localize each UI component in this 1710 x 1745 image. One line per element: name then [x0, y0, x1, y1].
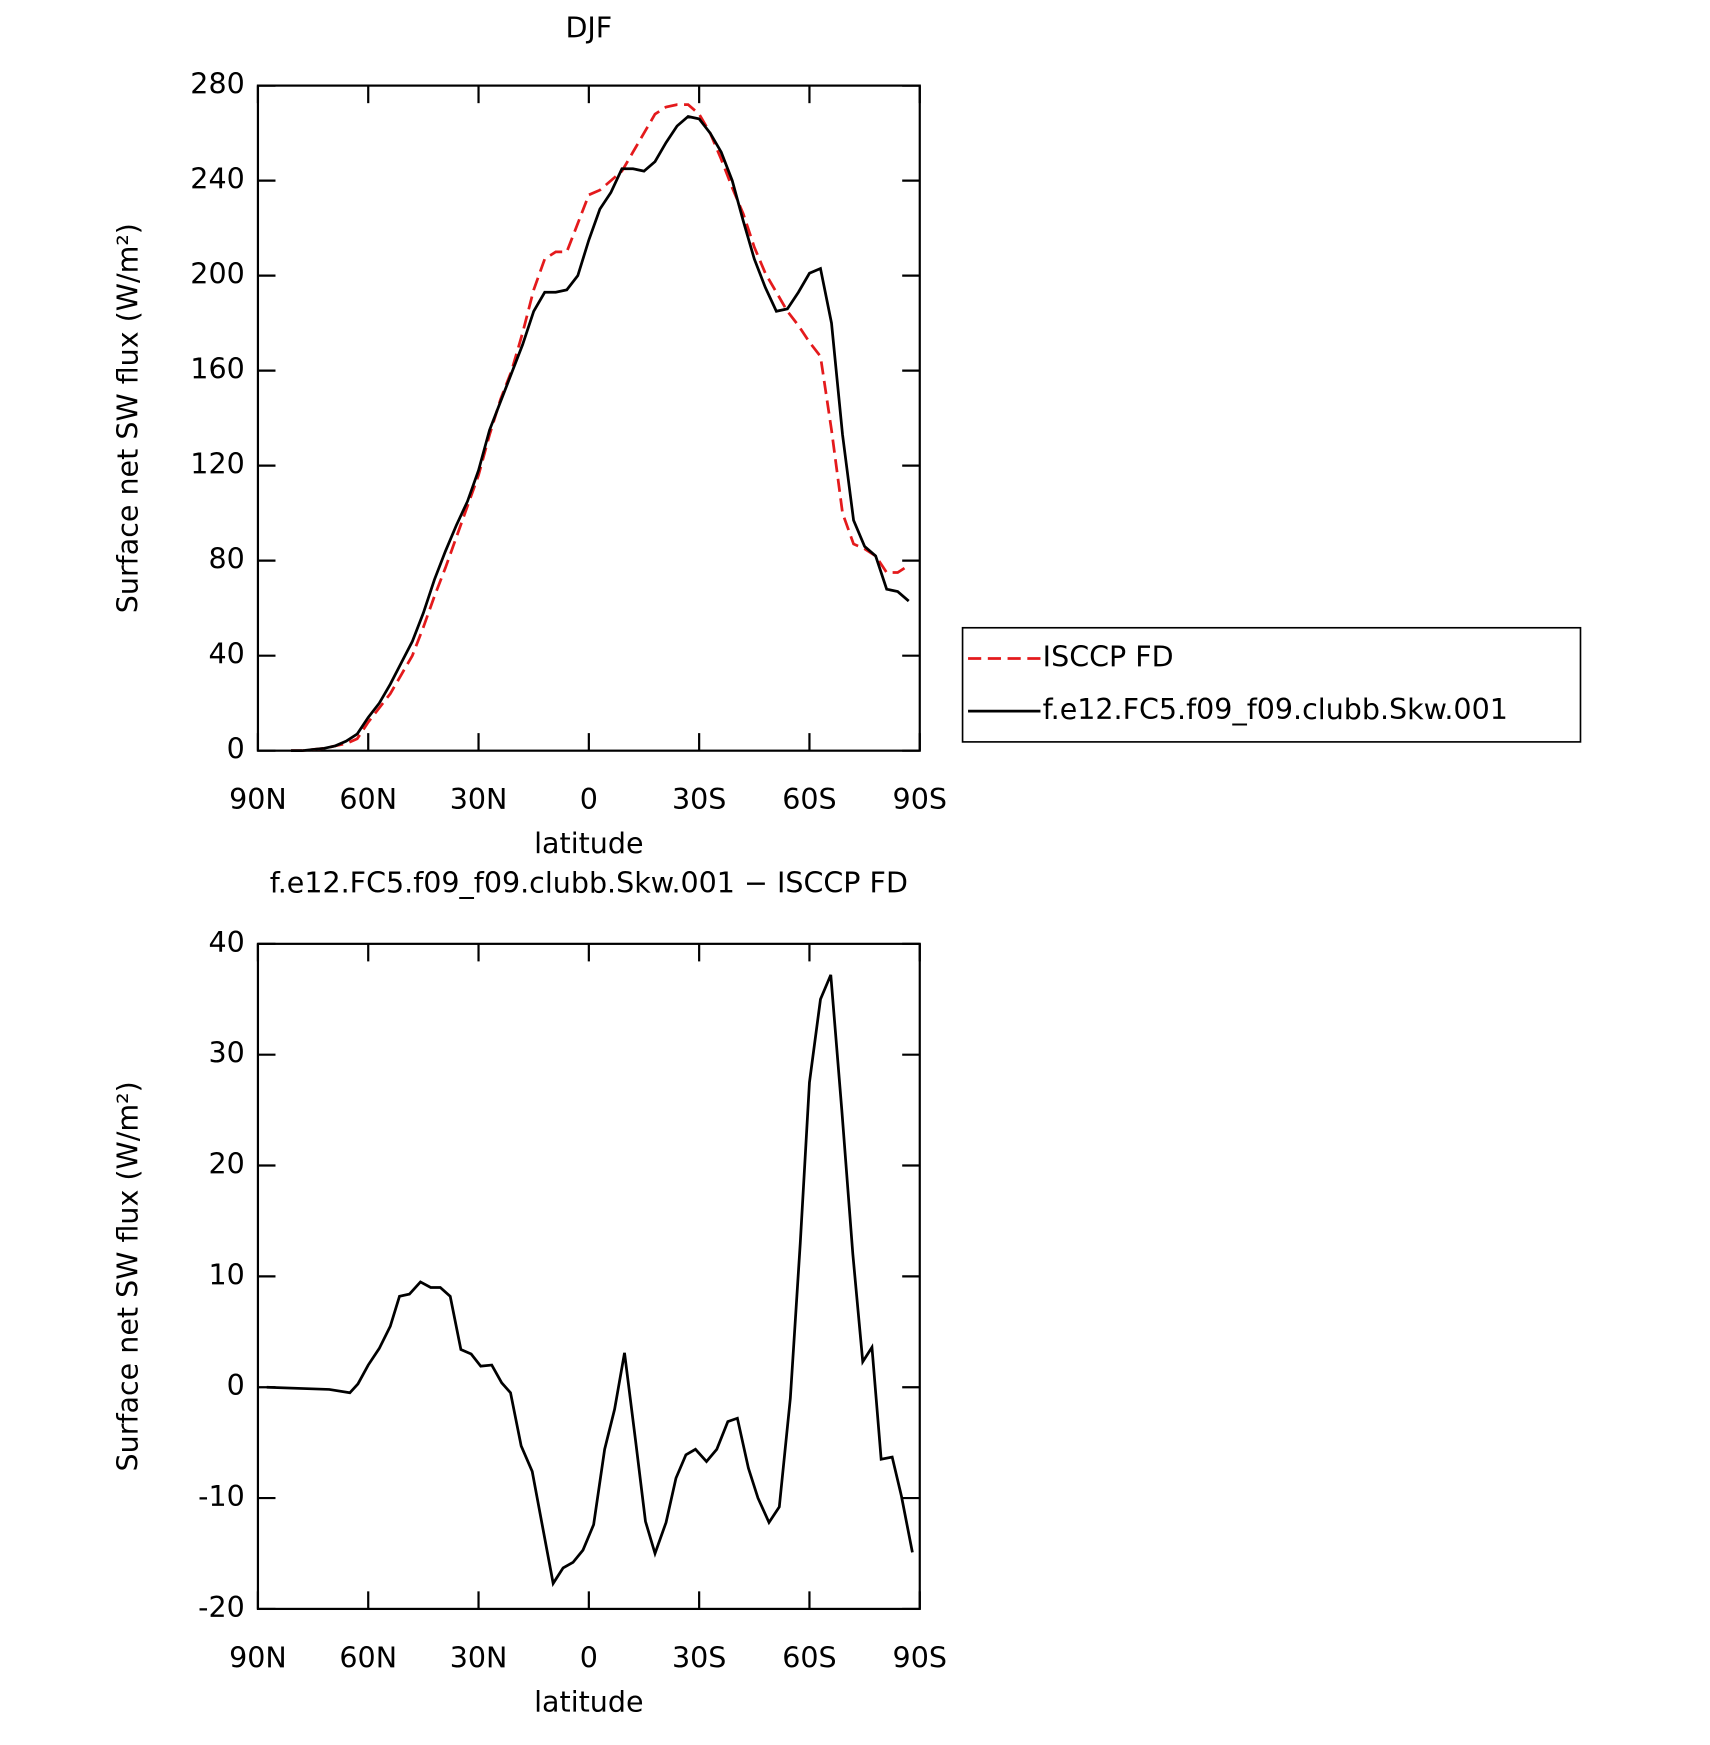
series-line	[291, 115, 910, 753]
x-tick-label: 30N	[450, 1641, 508, 1674]
y-tick-label: 20	[208, 1148, 244, 1181]
y-tick-label: -20	[198, 1591, 245, 1624]
x-axis-label: latitude	[534, 827, 643, 860]
series-line	[266, 974, 914, 1588]
x-tick-label: 30S	[672, 783, 726, 816]
x-tick-label: 0	[580, 783, 598, 816]
y-tick-label: 240	[190, 163, 244, 196]
y-tick-label: 0	[227, 1369, 245, 1402]
chart-title: DJF	[565, 12, 612, 45]
y-tick-label: 30	[208, 1037, 244, 1070]
legend-label: f.e12.FC5.f09_f09.clubb.Skw.001	[1043, 693, 1508, 726]
x-tick-label: 60S	[782, 783, 836, 816]
y-tick-label: 280	[190, 68, 244, 101]
series-line	[291, 103, 910, 753]
y-tick-label: 160	[190, 353, 244, 386]
legend-box	[961, 626, 1582, 743]
legend-label: ISCCP FD	[1043, 640, 1174, 673]
x-tick-label: 0	[580, 1641, 598, 1674]
plot-frame	[256, 942, 921, 1611]
x-tick-label: 60N	[339, 1641, 397, 1674]
y-tick-label: 40	[208, 926, 244, 959]
plot-frame	[256, 84, 921, 752]
x-tick-label: 90N	[229, 1641, 287, 1674]
y-tick-label: 200	[190, 258, 244, 291]
x-tick-label: 30S	[672, 1641, 726, 1674]
x-tick-label: 90S	[893, 783, 947, 816]
y-tick-label: -10	[198, 1480, 245, 1513]
chart-title: f.e12.FC5.f09_f09.clubb.Skw.001 − ISCCP …	[270, 867, 908, 900]
x-tick-label: 90N	[229, 783, 287, 816]
y-tick-label: 120	[190, 448, 244, 481]
x-tick-label: 60S	[782, 1641, 836, 1674]
x-axis-label: latitude	[534, 1685, 643, 1718]
y-tick-label: 10	[208, 1258, 244, 1291]
y-tick-label: 0	[227, 733, 245, 766]
y-tick-label: 80	[208, 543, 244, 576]
x-tick-label: 60N	[339, 783, 397, 816]
y-tick-label: 40	[208, 638, 244, 671]
x-tick-label: 90S	[893, 1641, 947, 1674]
x-tick-label: 30N	[450, 783, 508, 816]
y-axis-label: Surface net SW flux (W/m²)	[112, 1081, 145, 1471]
y-axis-label: Surface net SW flux (W/m²)	[112, 223, 145, 613]
